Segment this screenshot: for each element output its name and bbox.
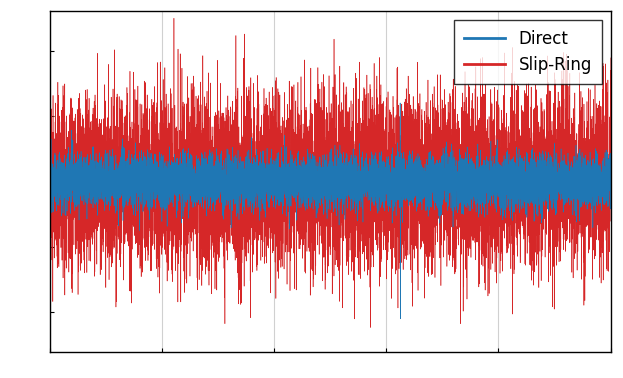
Direct <box>607 170 614 175</box>
Slip-Ring <box>367 325 374 330</box>
Line: Slip-Ring: Slip-Ring <box>50 18 611 327</box>
Direct <box>320 210 328 214</box>
Slip-Ring <box>69 130 77 135</box>
Slip-Ring <box>577 89 584 94</box>
Direct <box>577 183 584 187</box>
Direct <box>396 101 404 105</box>
Slip-Ring <box>80 216 87 221</box>
Direct <box>46 182 54 186</box>
Slip-Ring <box>46 98 54 103</box>
Direct <box>49 175 56 180</box>
Direct <box>156 175 163 180</box>
Slip-Ring <box>607 56 614 60</box>
Slip-Ring <box>156 148 163 152</box>
Direct <box>69 194 77 198</box>
Direct <box>397 316 404 321</box>
Legend: Direct, Slip-Ring: Direct, Slip-Ring <box>454 20 602 84</box>
Line: Direct: Direct <box>50 103 611 319</box>
Slip-Ring <box>49 188 56 193</box>
Slip-Ring <box>170 16 178 20</box>
Direct <box>80 183 87 187</box>
Slip-Ring <box>320 218 328 223</box>
